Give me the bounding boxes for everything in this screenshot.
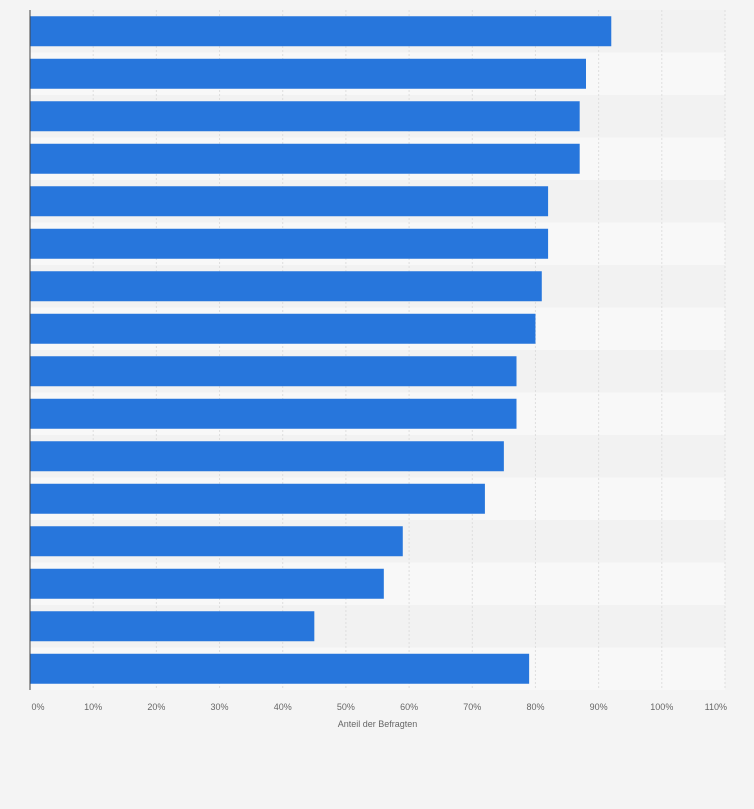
bar[interactable] [30, 313, 536, 344]
bar[interactable] [30, 398, 517, 429]
x-axis-ticks: 0% 10% 20% 30% 40% 50% 60% 70% 80% 90% 100% 110% [31, 702, 727, 712]
x-tick-label: 80% [526, 702, 544, 712]
bar[interactable] [30, 483, 485, 514]
bar[interactable] [30, 568, 384, 599]
x-tick-label: 40% [274, 702, 292, 712]
x-tick-label: 100% [650, 702, 673, 712]
bar[interactable] [30, 101, 580, 132]
x-tick-label: 60% [400, 702, 418, 712]
x-axis-title: Anteil der Befragten [338, 719, 418, 729]
bar[interactable] [30, 441, 504, 472]
x-tick-label: 70% [463, 702, 481, 712]
x-tick-label: 90% [590, 702, 608, 712]
bar[interactable] [30, 526, 403, 557]
x-tick-label: 10% [84, 702, 102, 712]
x-tick-label: 0% [31, 702, 44, 712]
x-tick-label: 110% [705, 702, 727, 712]
x-tick-label: 20% [147, 702, 165, 712]
bar[interactable] [30, 186, 549, 217]
bar[interactable] [30, 653, 530, 684]
bar[interactable] [30, 143, 580, 174]
bar[interactable] [30, 356, 517, 387]
bar[interactable] [30, 228, 549, 259]
bar[interactable] [30, 611, 315, 642]
x-tick-label: 50% [337, 702, 355, 712]
x-tick-label: 30% [211, 702, 229, 712]
bar[interactable] [30, 16, 612, 47]
bars [30, 16, 612, 684]
bar[interactable] [30, 58, 586, 89]
bar[interactable] [30, 271, 542, 302]
